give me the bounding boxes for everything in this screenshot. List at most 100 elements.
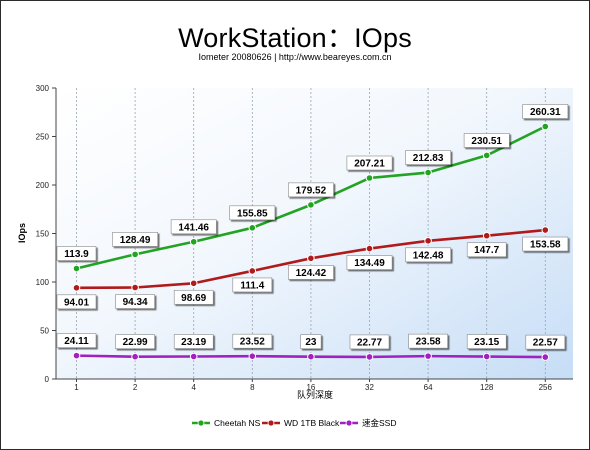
chart-title: WorkStation：IOps [178, 23, 412, 53]
x-tick-label: 8 [250, 383, 255, 392]
data-label: 22.57 [525, 334, 566, 350]
data-label-text: 153.58 [530, 240, 561, 251]
data-label-box [173, 334, 214, 349]
data-point [482, 151, 491, 160]
y-axis-ticks: 0 50 100 150 200 250 300 [36, 84, 56, 384]
data-label-box [300, 334, 322, 349]
data-label-box [522, 236, 569, 252]
legend-label: WD 1TB Black [284, 418, 340, 428]
legend-label: 速金SSD [362, 418, 396, 428]
data-label: 23.52 [232, 333, 273, 349]
data-label-text: 124.42 [296, 268, 327, 279]
x-tick-label: 16 [306, 383, 315, 392]
data-point [248, 352, 257, 360]
series-group [72, 122, 550, 361]
data-label-box [408, 333, 448, 349]
data-point [189, 237, 198, 246]
data-label-box [466, 334, 507, 349]
data-label-text: 94.01 [64, 297, 89, 308]
data-label: 22.99 [115, 334, 155, 349]
legend-marker [345, 419, 353, 427]
data-label: 124.42 [287, 265, 334, 280]
data-label-box [112, 232, 159, 247]
data-label: 94.01 [56, 294, 97, 310]
data-label-text: 22.77 [357, 337, 382, 348]
data-label: 113.9 [56, 246, 97, 261]
data-label-text: 141.46 [178, 222, 209, 233]
x-tick-label: 32 [365, 383, 374, 392]
data-label-text: 24.11 [64, 336, 89, 347]
data-label-text: 212.83 [413, 153, 444, 164]
data-label-box [405, 247, 452, 263]
data-label-box [170, 219, 217, 235]
data-label-text: 113.9 [64, 249, 89, 260]
data-point [424, 168, 432, 177]
legend-marker [197, 419, 205, 427]
x-tick-label: 128 [480, 383, 494, 392]
data-label: 147.7 [466, 242, 507, 258]
data-label: 142.48 [405, 247, 452, 263]
data-label-text: 23.19 [181, 337, 206, 348]
data-label-box [525, 334, 566, 350]
data-labels-group: 113.9 128.49 141.46 155.85 179.52 207.21 212.8… [56, 104, 569, 350]
data-point [72, 264, 81, 273]
data-label-box [56, 294, 97, 310]
y-tick-label: 300 [36, 84, 50, 93]
data-label-text: 260.31 [530, 107, 561, 118]
data-label: 141.46 [170, 219, 217, 235]
data-point [189, 352, 198, 361]
data-label-text: 22.57 [533, 338, 558, 349]
data-point [365, 244, 374, 253]
data-point [248, 267, 257, 275]
data-label-box [232, 277, 273, 293]
data-label-box [115, 334, 155, 349]
data-label: 98.69 [173, 289, 214, 305]
data-label-text: 23 [305, 337, 317, 348]
data-label-text: 128.49 [120, 235, 151, 246]
data-label-box [466, 242, 507, 258]
data-label-text: 98.69 [181, 293, 206, 304]
data-label-box [56, 333, 97, 348]
y-tick-label: 0 [45, 375, 50, 384]
data-point [72, 284, 81, 292]
data-label: 179.52 [287, 182, 334, 198]
data-label: 23.58 [408, 333, 448, 349]
chart-subtitle: Iometer 20080626 | http://www.beareyes.c… [198, 52, 392, 62]
data-point [248, 224, 257, 232]
data-point [365, 353, 374, 361]
data-label: 24.11 [56, 333, 97, 348]
data-label-box [287, 182, 334, 198]
x-tick-label: 2 [133, 383, 138, 392]
data-label-box [56, 246, 97, 261]
x-axis-ticks: 1 2 4 8 16 32 64 128 256 [74, 379, 553, 392]
data-label-box [522, 104, 569, 119]
data-label-box [405, 150, 452, 165]
data-label-text: 23.58 [416, 337, 441, 348]
data-label-text: 155.85 [237, 208, 268, 219]
y-axis-title: IOps [17, 223, 27, 243]
data-label: 207.21 [346, 155, 393, 171]
data-point [72, 351, 81, 360]
data-point [541, 122, 550, 131]
data-label: 260.31 [522, 104, 569, 119]
data-label-box [115, 294, 155, 309]
legend-marker [267, 419, 275, 427]
data-point [365, 174, 374, 182]
data-label: 230.51 [463, 133, 510, 148]
data-point [307, 201, 315, 209]
data-label-text: 179.52 [296, 185, 327, 196]
legend: Cheetah NS WD 1TB Black 速金SSD [192, 418, 396, 428]
data-label: 94.34 [115, 294, 155, 309]
x-tick-label: 1 [74, 383, 79, 392]
y-tick-label: 200 [36, 181, 50, 190]
y-tick-label: 100 [36, 278, 50, 287]
x-axis-title: 队列深度 [297, 389, 333, 400]
legend-item: 速金SSD [340, 418, 396, 428]
data-label: 111.4 [232, 277, 273, 293]
data-point [189, 279, 198, 288]
data-label-text: 22.99 [123, 337, 148, 348]
data-point [307, 352, 315, 361]
data-point [131, 283, 139, 292]
data-point [541, 353, 550, 361]
data-label-box [346, 155, 393, 171]
